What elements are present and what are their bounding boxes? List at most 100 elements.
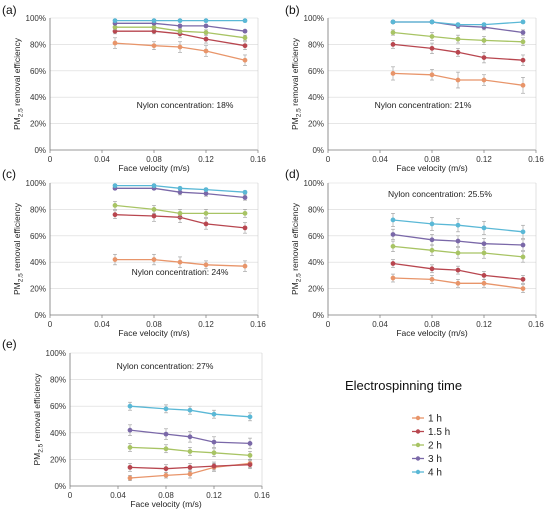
data-point [211,463,217,469]
data-point [455,22,461,28]
legend-item: 1.5 h [412,427,450,438]
y-tick-label: 0% [34,311,46,320]
data-point [242,35,248,41]
data-point [242,225,248,231]
x-tick-label: 0.04 [94,155,110,164]
data-point [177,210,183,216]
x-tick-label: 0.16 [250,155,266,164]
y-tick-label: 40% [308,93,324,102]
annotation: Nylon concentration: 18% [137,100,234,110]
legend-item: 1 h [412,414,442,425]
y-tick-label: 100% [304,14,324,23]
annotation: Nylon concentration: 27% [117,361,214,371]
y-tick-label: 20% [308,285,324,294]
series-4h [127,401,253,422]
data-point [481,250,487,256]
data-point [520,57,526,63]
data-point [203,187,209,193]
x-tick-label: 0 [326,320,331,329]
data-point [151,18,157,24]
y-tick-label: 100% [46,349,66,358]
y-tick-label: 80% [30,205,46,214]
data-point [520,30,526,35]
data-point [481,280,487,286]
data-point [151,207,157,212]
data-point [187,471,193,477]
data-point [520,229,526,235]
data-point [242,43,248,49]
data-point [163,466,169,472]
data-point [481,22,487,28]
x-tick-label: 0.12 [476,320,492,329]
series-1-5h [127,460,253,474]
data-point [151,24,157,30]
y-tick-label: 80% [50,376,66,385]
legend-label: 2 h [428,441,442,452]
legend-title: Electrospinning time [345,378,462,393]
annotation: Nylon concentration: 21% [375,100,472,110]
data-point [211,439,217,445]
data-point [112,257,118,262]
y-tick-label: 80% [308,205,324,214]
data-point [242,57,248,63]
x-tick-label: 0.08 [146,320,162,329]
y-tick-label: 40% [308,258,324,267]
y-tick-label: 20% [30,120,46,129]
panel-label: (c) [2,167,16,181]
x-axis-label: Face velocity (m/s) [396,163,467,173]
x-tick-label: 0.12 [206,491,222,500]
data-point [242,18,248,24]
annotation: Nylon concentration: 25.5% [388,189,492,199]
data-point [242,28,248,34]
x-tick-label: 0.08 [146,155,162,164]
y-axis-label: PM2.5 removal efficiency [290,37,303,130]
data-point [520,82,526,88]
data-point [390,261,396,266]
y-tick-label: 60% [30,67,46,76]
data-point [455,77,461,83]
data-point [242,189,248,195]
series-4h [112,183,248,195]
data-point [390,30,396,35]
data-point [177,23,183,29]
x-tick-label: 0.08 [424,155,440,164]
x-tick-label: 0.12 [476,155,492,164]
data-point [112,40,118,46]
data-point [177,44,183,50]
data-point [203,30,209,35]
panel-a: 0% 20% 40% 60% 80% 100% 0 0.04 0.08 0.12 0.16 Face … [2,3,266,173]
panel-label: (a) [2,3,17,17]
data-point [390,232,396,237]
legend-marker [415,442,421,448]
data-point [203,18,209,24]
x-tick-label: 0.04 [110,491,126,500]
data-point [177,18,183,24]
data-point [163,446,169,452]
legend-label: 1 h [428,414,442,425]
series-4h [112,18,248,24]
series-3h [112,185,248,201]
data-point [429,34,435,39]
y-tick-label: 0% [312,311,324,320]
legend-marker [415,429,421,434]
x-tick-label: 0.12 [198,155,214,164]
data-point [242,210,248,216]
panels: 0% 20% 40% 60% 80% 100% 0 0.04 0.08 0.12 0.16 Face … [2,3,544,509]
y-tick-label: 0% [312,146,324,155]
series-4h [390,213,526,239]
data-point [455,280,461,286]
series-2h [112,24,248,41]
data-point [127,445,133,450]
y-tick-label: 20% [308,120,324,129]
y-tick-label: 40% [50,429,66,438]
data-point [151,183,157,189]
data-point [187,434,193,440]
legend-marker [415,415,421,421]
data-point [203,36,209,42]
x-tick-label: 0.16 [250,320,266,329]
data-point [247,441,253,446]
data-point [177,28,183,34]
panel-e: 0% 20% 40% 60% 80% 100% 0 0.04 0.08 0.12 0.16 Face … [2,337,270,509]
data-point [429,221,435,227]
data-point [203,191,209,196]
